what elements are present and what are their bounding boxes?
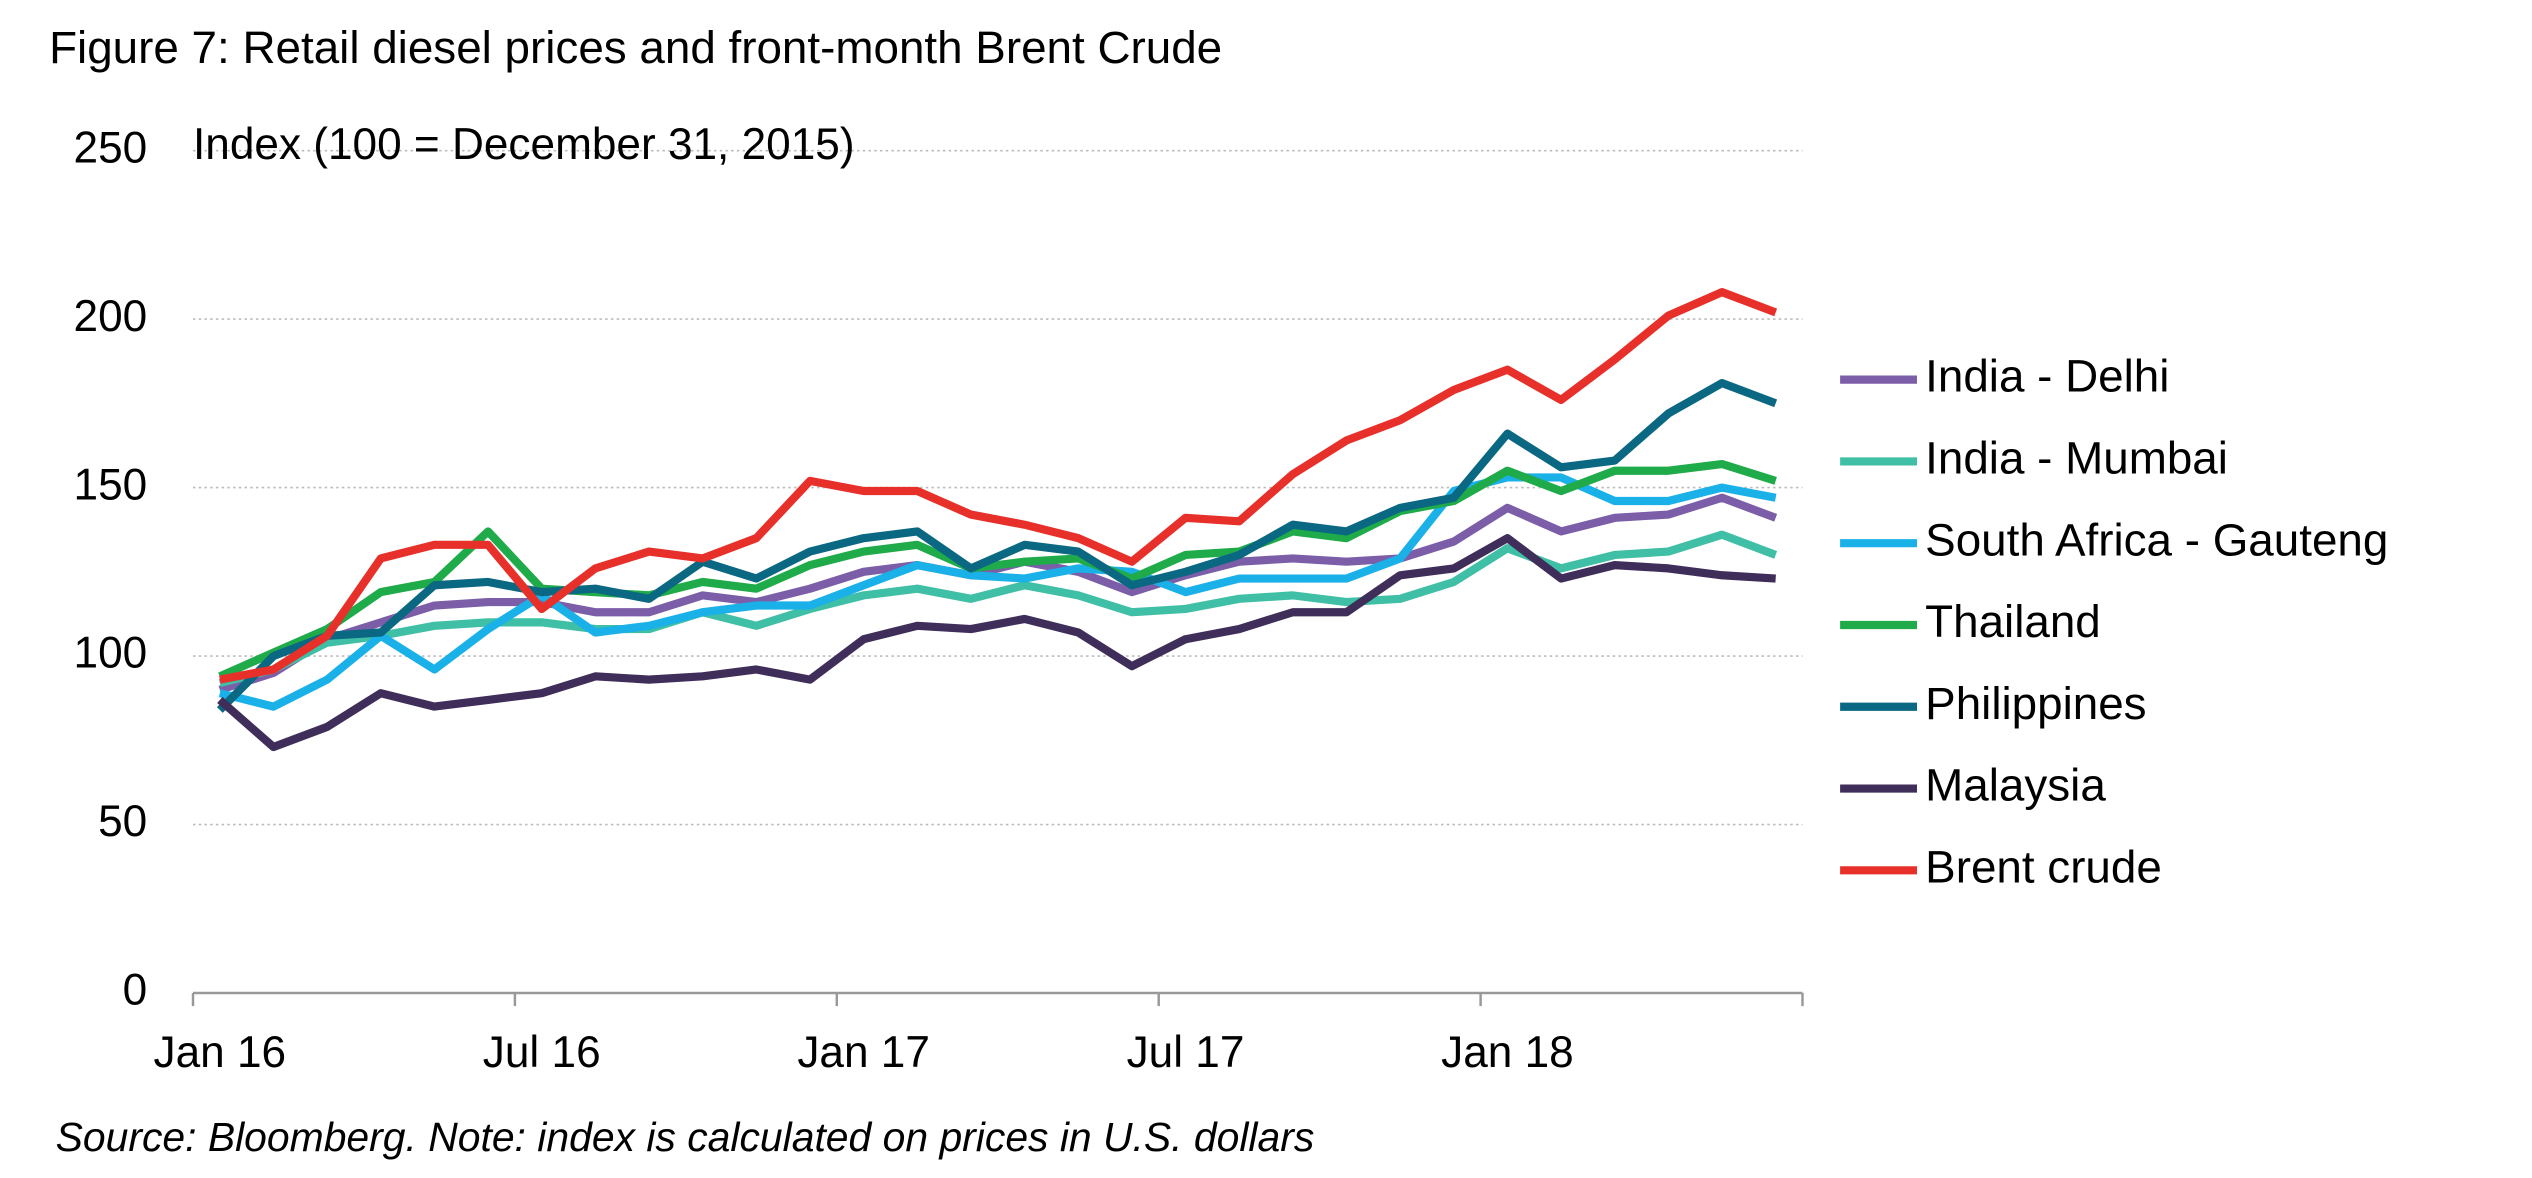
legend-label: South Africa - Gauteng xyxy=(1925,514,2388,565)
source-note: Source: Bloomberg. Note: index is calcul… xyxy=(56,1114,1315,1160)
x-tick-label: Jan 16 xyxy=(154,1028,287,1077)
legend-label: Brent crude xyxy=(1925,841,2162,892)
chart-title: Figure 7: Retail diesel prices and front… xyxy=(49,22,1222,73)
series-line xyxy=(219,288,1778,684)
y-tick-label: 0 xyxy=(123,966,148,1015)
y-tick-label: 200 xyxy=(74,292,148,341)
x-tick-label: Jan 17 xyxy=(797,1028,930,1077)
legend-label: Philippines xyxy=(1925,678,2146,729)
y-tick-label: 250 xyxy=(74,123,148,172)
series-line xyxy=(218,459,1777,681)
series-line xyxy=(217,534,1776,752)
legend-label: India - Delhi xyxy=(1925,351,2169,402)
y-tick-label: 150 xyxy=(74,460,148,509)
x-tick-label: Jul 17 xyxy=(1127,1028,1245,1077)
x-tick-label: Jan 18 xyxy=(1441,1028,1574,1077)
legend-label: Thailand xyxy=(1925,596,2101,647)
legend-label: Malaysia xyxy=(1925,760,2106,811)
y-tick-label: 50 xyxy=(98,797,147,846)
y-axis-label: Index (100 = December 31, 2015) xyxy=(193,120,855,169)
series-line xyxy=(218,530,1778,688)
legend-label: India - Mumbai xyxy=(1925,433,2228,484)
y-tick-label: 100 xyxy=(74,629,148,678)
series-line xyxy=(216,378,1778,713)
x-tick-label: Jul 16 xyxy=(483,1028,601,1077)
